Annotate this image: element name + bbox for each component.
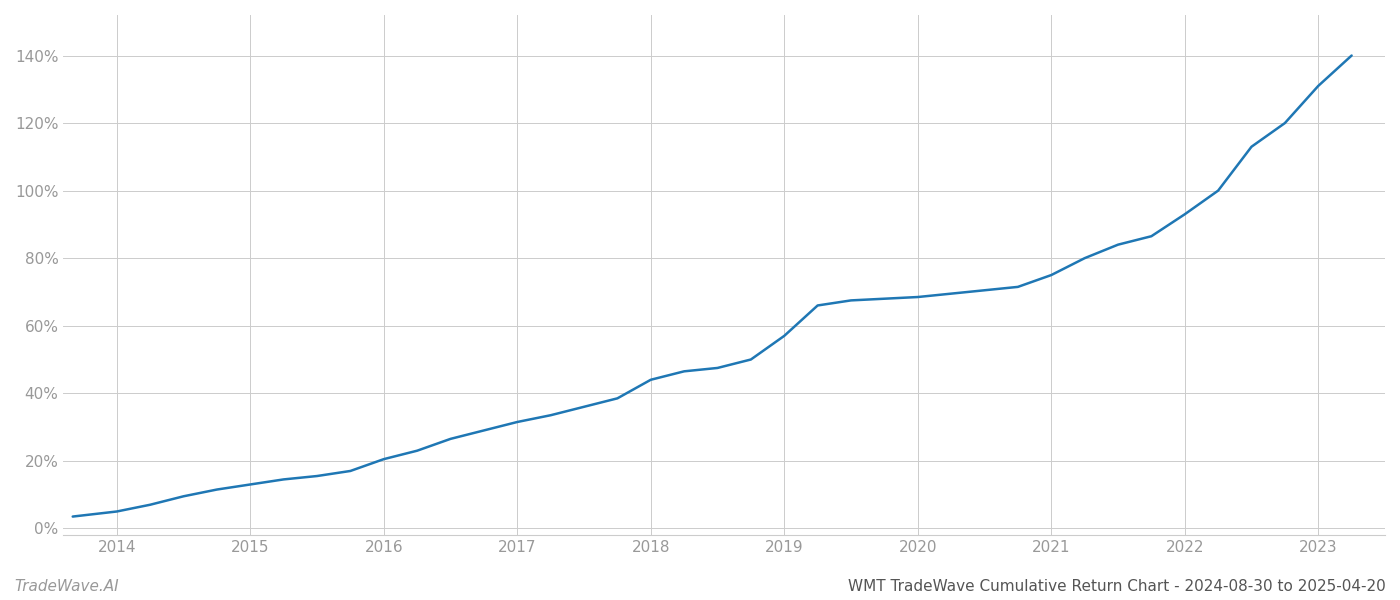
Text: WMT TradeWave Cumulative Return Chart - 2024-08-30 to 2025-04-20: WMT TradeWave Cumulative Return Chart - … <box>848 579 1386 594</box>
Text: TradeWave.AI: TradeWave.AI <box>14 579 119 594</box>
